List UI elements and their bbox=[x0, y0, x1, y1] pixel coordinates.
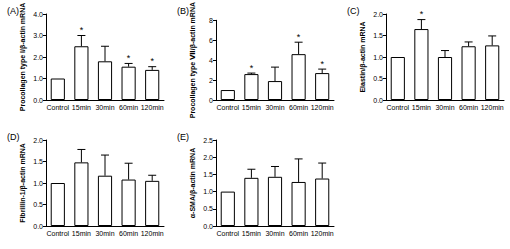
svg-text:*: * bbox=[250, 63, 254, 73]
svg-text:2.0: 2.0 bbox=[33, 137, 43, 144]
svg-text:*: * bbox=[80, 25, 84, 35]
svg-text:0.0: 0.0 bbox=[373, 97, 383, 104]
svg-text:15min: 15min bbox=[72, 230, 91, 237]
svg-text:Procollagen type I/β-actin mRN: Procollagen type I/β-actin mRNA bbox=[19, 3, 27, 112]
svg-text:30min: 30min bbox=[435, 104, 454, 111]
svg-text:(E): (E) bbox=[177, 132, 189, 142]
svg-text:*: * bbox=[297, 32, 301, 42]
svg-text:15min: 15min bbox=[242, 230, 261, 237]
svg-text:60min: 60min bbox=[119, 104, 138, 111]
svg-text:Control: Control bbox=[47, 104, 70, 111]
svg-text:1.0: 1.0 bbox=[33, 75, 43, 82]
svg-text:Control: Control bbox=[387, 104, 410, 111]
svg-text:Control: Control bbox=[47, 230, 70, 237]
svg-text:(B): (B) bbox=[177, 6, 189, 16]
svg-text:15min: 15min bbox=[242, 104, 261, 111]
svg-text:0.0: 0.0 bbox=[33, 223, 43, 230]
svg-text:120min: 120min bbox=[141, 230, 164, 237]
svg-text:Procollagen type Ⅶ/β-actin mRN: Procollagen type Ⅶ/β-actin mRNA bbox=[189, 2, 197, 118]
svg-text:0: 0 bbox=[209, 97, 213, 104]
svg-text:0.0: 0.0 bbox=[33, 97, 43, 104]
svg-text:2.5: 2.5 bbox=[203, 137, 213, 144]
svg-text:1.0: 1.0 bbox=[203, 188, 213, 195]
svg-text:1.5: 1.5 bbox=[33, 158, 43, 165]
svg-text:1.5: 1.5 bbox=[203, 171, 213, 178]
svg-text:3.0: 3.0 bbox=[33, 32, 43, 39]
svg-text:120min: 120min bbox=[311, 104, 334, 111]
svg-text:0.5: 0.5 bbox=[373, 75, 383, 82]
svg-text:2.0: 2.0 bbox=[33, 54, 43, 61]
svg-text:*: * bbox=[150, 56, 154, 66]
svg-text:15min: 15min bbox=[72, 104, 91, 111]
svg-text:60min: 60min bbox=[289, 230, 308, 237]
svg-text:*: * bbox=[127, 53, 131, 63]
svg-text:120min: 120min bbox=[141, 104, 164, 111]
svg-text:30min: 30min bbox=[95, 230, 114, 237]
svg-text:60min: 60min bbox=[459, 104, 478, 111]
svg-text:Fibrillin-1/β-actin mRNA: Fibrillin-1/β-actin mRNA bbox=[19, 143, 27, 223]
svg-text:60min: 60min bbox=[119, 230, 138, 237]
svg-text:Control: Control bbox=[217, 230, 240, 237]
svg-text:Control: Control bbox=[217, 104, 240, 111]
svg-text:(C): (C) bbox=[347, 6, 360, 16]
svg-text:1.0: 1.0 bbox=[373, 54, 383, 61]
svg-text:1.5: 1.5 bbox=[373, 32, 383, 39]
svg-text:120min: 120min bbox=[481, 104, 504, 111]
svg-text:0.0: 0.0 bbox=[203, 223, 213, 230]
svg-text:2.0: 2.0 bbox=[203, 154, 213, 161]
svg-text:30min: 30min bbox=[265, 230, 284, 237]
svg-text:60min: 60min bbox=[289, 104, 308, 111]
svg-text:*: * bbox=[420, 9, 424, 19]
svg-text:α-SMA/β-actin mRNA: α-SMA/β-actin mRNA bbox=[189, 148, 197, 218]
svg-text:(D): (D) bbox=[7, 132, 20, 142]
svg-text:4: 4 bbox=[209, 57, 213, 64]
svg-text:0.5: 0.5 bbox=[33, 201, 43, 208]
svg-text:*: * bbox=[320, 59, 324, 69]
svg-text:2: 2 bbox=[209, 77, 213, 84]
svg-text:30min: 30min bbox=[265, 104, 284, 111]
svg-text:2.0: 2.0 bbox=[373, 11, 383, 18]
svg-text:15min: 15min bbox=[412, 104, 431, 111]
svg-text:6: 6 bbox=[209, 37, 213, 44]
svg-text:(A): (A) bbox=[7, 6, 19, 16]
svg-text:Elastin/β-actin mRNA: Elastin/β-actin mRNA bbox=[359, 21, 367, 92]
svg-text:1.0: 1.0 bbox=[33, 180, 43, 187]
svg-text:0.5: 0.5 bbox=[203, 205, 213, 212]
svg-text:30min: 30min bbox=[95, 104, 114, 111]
svg-text:120min: 120min bbox=[311, 230, 334, 237]
svg-text:8: 8 bbox=[209, 17, 213, 24]
svg-text:4.0: 4.0 bbox=[33, 11, 43, 18]
